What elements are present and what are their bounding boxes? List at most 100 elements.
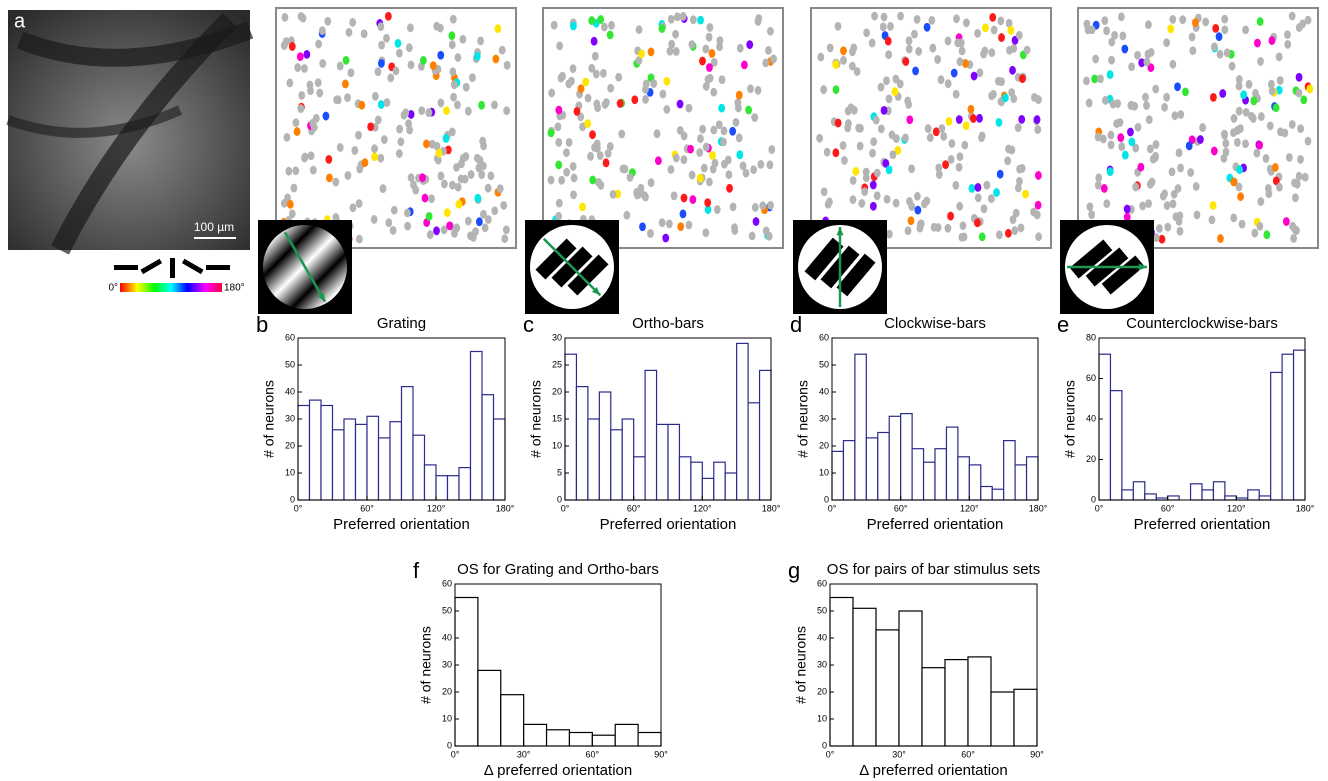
neuron [944,36,952,46]
neuron [863,28,871,38]
bar [1292,349,1306,501]
neuron [402,108,410,118]
neuron [699,124,707,134]
neuron [1127,127,1134,137]
neuron [658,24,666,33]
neuron [1288,120,1296,129]
neuron [1256,17,1264,26]
neuron [318,26,326,36]
neuron [1145,115,1153,125]
neuron [1111,30,1119,40]
neuron [952,89,960,99]
neuron [958,46,966,56]
neuron [464,106,472,116]
neuron [1262,154,1270,163]
neuron [1011,35,1019,45]
neuron [1196,135,1204,144]
y-tick-label: 30 [552,332,562,342]
neuron [849,47,856,57]
neuron [926,133,934,142]
neuron [448,40,456,50]
neuron [345,27,353,37]
neuron [956,57,964,67]
neuron [410,180,417,190]
bar [621,418,635,501]
neuron [1152,233,1160,243]
neuron [1253,148,1261,158]
neuron [1222,138,1230,148]
neuron [1146,144,1154,154]
neuron [869,201,877,211]
neuron [1210,42,1218,52]
histogram-panel: 0 20 40 60 80 0° 60° 120° 180° Counterclockwise-b… [1057,312,1315,533]
neuron [924,124,932,133]
bar [446,475,460,501]
neuron [435,148,443,158]
bar [1189,483,1203,501]
bar [412,434,426,501]
neuron-map [1060,7,1319,314]
neuron [419,55,427,65]
neuron [914,205,922,215]
neuron [433,21,441,31]
neuron [1004,228,1012,238]
neuron [1147,63,1155,73]
neuron [569,162,577,171]
neuron [1101,16,1109,25]
bar [747,402,761,501]
neuron [604,149,612,158]
neuron [550,20,558,30]
neuron [944,79,952,89]
neuron [342,56,350,65]
neuron [750,165,758,175]
neuron [685,103,693,113]
icon-bar [567,254,609,296]
neuron [503,60,511,70]
neuron [974,193,982,203]
neuron [705,32,713,42]
neuron [475,217,483,227]
neuron [449,180,456,190]
bar [469,350,483,501]
y-tick-label: 10 [442,713,452,723]
neuron [1128,62,1136,72]
neuron [594,103,601,113]
neuron [968,183,976,193]
bar [1144,493,1157,501]
neuron [322,111,330,121]
neuron [407,110,415,119]
neuron [1102,95,1109,105]
x-tick-label: 120° [693,503,712,513]
neuron [384,11,392,21]
neuron [290,183,298,193]
neuron [568,76,575,86]
neuron [389,226,397,235]
bar [934,448,948,501]
y-tick-label: 20 [817,686,827,696]
neuron [454,53,462,62]
neuron [961,140,969,150]
bar [400,386,414,501]
neuron [635,189,642,199]
neuron [852,167,860,176]
neuron [1132,143,1140,153]
neuron [1143,57,1151,67]
neuron [642,192,649,202]
colorbar-label: 0° [108,283,118,294]
neuron [993,188,1000,197]
neuron [912,66,919,76]
neuron [487,171,495,181]
neuron [1164,222,1172,232]
neuron [1169,15,1177,24]
neuron [316,88,324,98]
y-tick-label: 10 [285,467,295,477]
neuron [653,129,661,139]
neuron [378,40,386,50]
neuron [333,95,341,105]
neuron [711,158,719,168]
neuron [1276,76,1284,85]
neuron [1103,26,1111,36]
neuron [953,14,960,24]
neuron [996,169,1004,179]
